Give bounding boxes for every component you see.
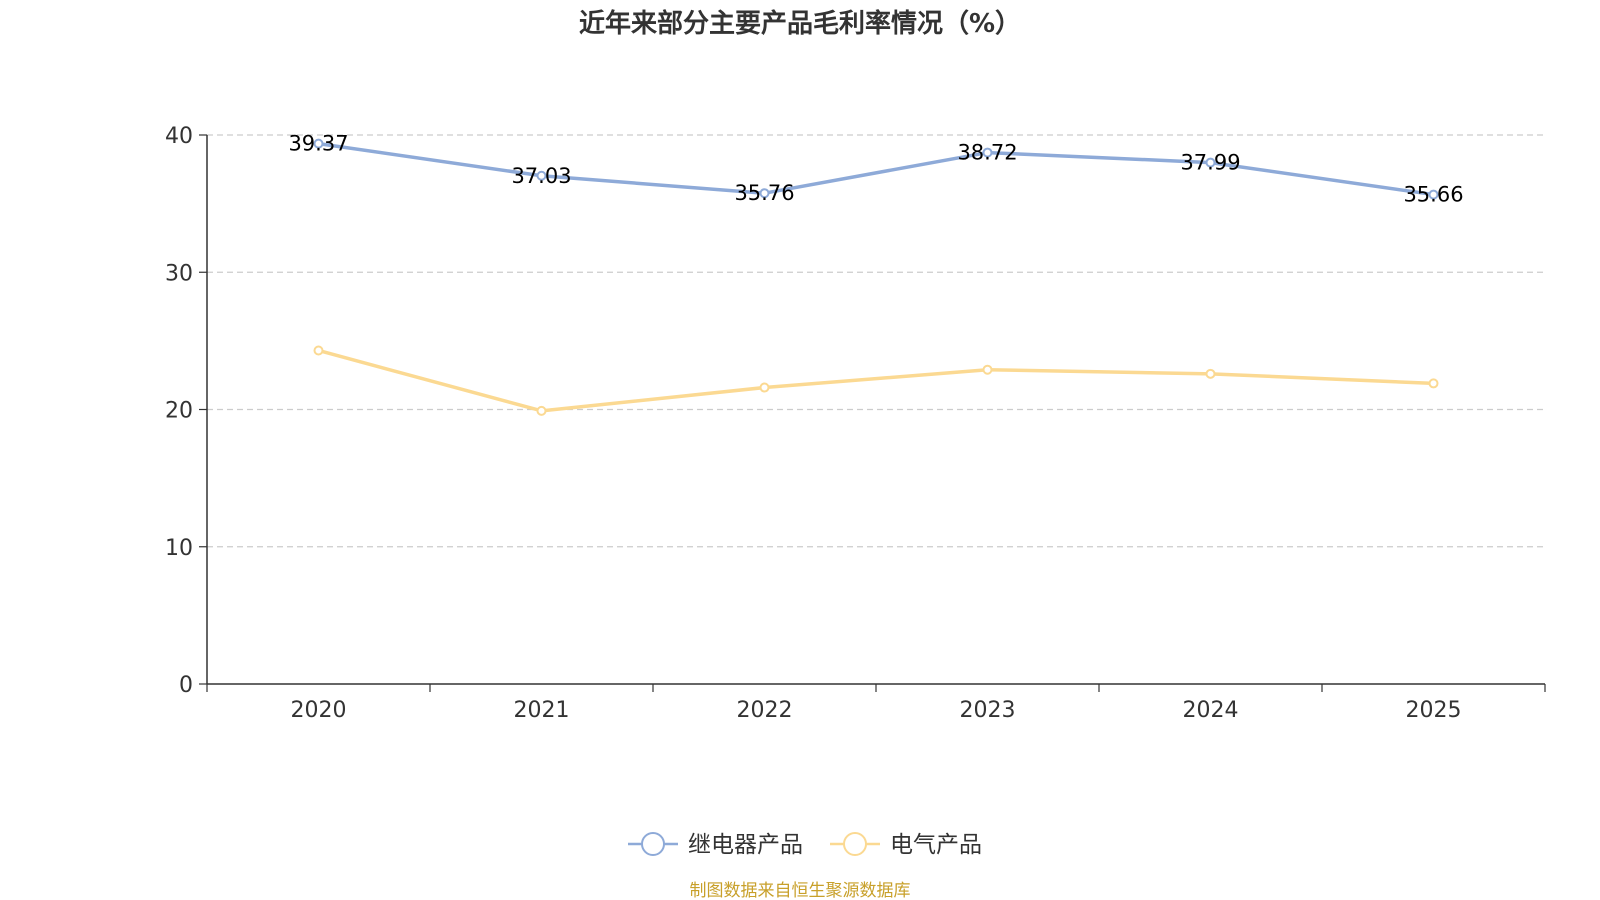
- legend-label: 继电器产品: [688, 832, 803, 858]
- x-tick-label: 2022: [737, 698, 793, 723]
- data-label: 38.72: [957, 141, 1017, 165]
- chart-title: 近年来部分主要产品毛利率情况（%）: [579, 8, 1021, 39]
- legend-item-2[interactable]: 电气产品: [830, 832, 982, 858]
- series-1-point[interactable]: [1428, 189, 1439, 200]
- series-1-point[interactable]: [1205, 157, 1216, 168]
- data-label: 35.76: [734, 181, 794, 205]
- legend-marker: [641, 832, 665, 856]
- legend-label: 电气产品: [890, 832, 982, 858]
- x-tick-label: 2025: [1406, 698, 1462, 723]
- series-1-point[interactable]: [759, 188, 770, 199]
- series-2-point[interactable]: [1428, 378, 1439, 389]
- series-2-point[interactable]: [982, 364, 993, 375]
- x-tick-label: 2023: [960, 698, 1016, 723]
- series-1-point[interactable]: [982, 147, 993, 158]
- series-2-point[interactable]: [536, 405, 547, 416]
- legend-marker: [843, 832, 867, 856]
- series-1-point[interactable]: [313, 138, 324, 149]
- axis-layer: 0 10 20 30 40 2020 2021 2022 2023 2024 2025: [165, 124, 1546, 723]
- series-layer: [313, 138, 1439, 416]
- y-tick-label: 20: [165, 399, 193, 424]
- x-tick-label: 2021: [514, 698, 570, 723]
- data-label: 39.37: [288, 132, 348, 156]
- data-label: 37.03: [511, 164, 571, 188]
- x-tick-label: 2024: [1183, 698, 1239, 723]
- legend[interactable]: 继电器产品 电气产品: [628, 832, 982, 858]
- label-layer: 39.37 37.03 35.76 38.72 37.99 35.66: [288, 132, 1463, 207]
- series-line-2[interactable]: [316, 348, 1436, 413]
- data-label: 37.99: [1180, 151, 1240, 175]
- y-tick-label: 10: [165, 536, 193, 561]
- series-2-point[interactable]: [1205, 368, 1216, 379]
- x-tick-label: 2020: [291, 698, 347, 723]
- series-1-point[interactable]: [536, 170, 547, 181]
- y-tick-label: 40: [165, 124, 193, 149]
- legend-item-1[interactable]: 继电器产品: [628, 832, 803, 858]
- source-note: 制图数据来自恒生聚源数据库: [690, 881, 911, 900]
- y-tick-label: 30: [165, 261, 193, 286]
- y-tick-label: 0: [179, 673, 193, 698]
- series-2-point[interactable]: [313, 345, 324, 356]
- grid-layer: [207, 134, 1545, 548]
- data-label: 35.66: [1403, 183, 1463, 207]
- series-2-point[interactable]: [759, 382, 770, 393]
- series-line-1[interactable]: [316, 141, 1436, 197]
